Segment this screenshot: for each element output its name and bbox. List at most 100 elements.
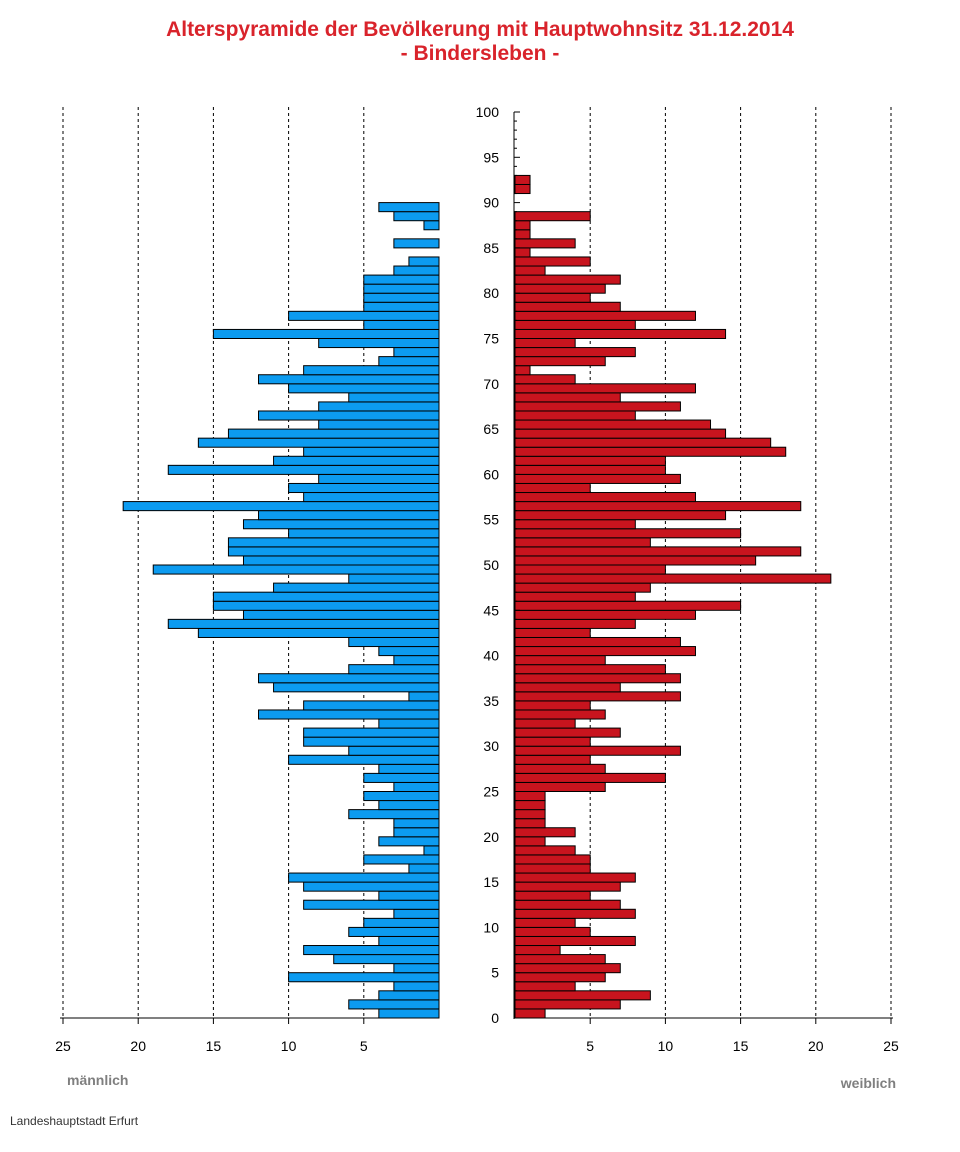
male-bar-age-81	[363, 274, 440, 285]
female-bar-age-69	[514, 383, 696, 394]
female-bar-age-10	[514, 917, 576, 928]
female-bar-age-41	[514, 636, 681, 648]
male-bar-age-53	[288, 528, 440, 539]
male-bar-age-19	[378, 836, 440, 847]
male-bar-age-63	[197, 437, 440, 448]
male-bar-age-33	[258, 709, 440, 720]
male-bar-age-20	[393, 827, 440, 838]
male-bar-age-16	[408, 863, 440, 874]
female-value-tick-label: 25	[883, 1038, 899, 1054]
female-bar-age-51	[514, 546, 802, 557]
male-bar-age-8	[378, 935, 440, 947]
male-bar-age-74	[318, 338, 440, 349]
female-bar-age-11	[514, 908, 636, 919]
female-bar-age-91	[514, 183, 531, 195]
age-tick-label: 20	[483, 829, 499, 845]
female-bar-age-18	[514, 845, 576, 856]
age-tick-label: 90	[483, 195, 499, 211]
female-bar-age-29	[514, 745, 681, 756]
female-bar-age-79	[514, 292, 591, 303]
age-tick-label: 85	[483, 240, 499, 256]
age-tick-label: 55	[483, 512, 499, 528]
age-tick-label: 75	[483, 331, 499, 347]
male-bar-age-5	[393, 963, 440, 974]
male-bar-age-56	[122, 501, 440, 512]
female-bar-age-30	[514, 736, 591, 747]
male-bar-age-89	[378, 202, 440, 213]
male-bar-age-38	[348, 664, 440, 675]
male-bar-age-30	[303, 736, 440, 747]
male-bar-age-58	[288, 482, 440, 494]
female-bar-age-44	[514, 609, 696, 620]
female-bar-age-40	[514, 646, 696, 657]
female-bar-age-2	[514, 990, 651, 1001]
female-bar-age-21	[514, 818, 546, 829]
male-bar-age-50	[242, 555, 440, 566]
male-value-tick-label: 20	[130, 1038, 146, 1054]
female-bar-age-3	[514, 981, 576, 992]
female-bar-age-55	[514, 510, 727, 521]
chart-subtitle: - Bindersleben -	[400, 42, 560, 65]
female-bar-age-16	[514, 863, 591, 874]
male-bar-age-14	[303, 881, 440, 892]
male-bar-age-48	[348, 573, 440, 584]
age-tick-label: 25	[483, 784, 499, 800]
male-bar-age-12	[303, 899, 440, 910]
male-bar-age-59	[318, 473, 440, 484]
female-bar-age-34	[514, 700, 591, 711]
female-bar-age-88	[514, 211, 591, 222]
male-bar-age-7	[303, 945, 440, 956]
male-bar-age-24	[363, 791, 440, 802]
female-bar-age-83	[514, 256, 591, 267]
male-bar-age-65	[318, 419, 440, 430]
male-bar-age-9	[348, 926, 440, 937]
age-tick-label: 10	[483, 919, 499, 935]
male-bar-age-28	[288, 754, 440, 765]
male-bar-age-3	[393, 981, 440, 992]
female-bar-age-53	[514, 528, 742, 539]
male-bar-age-15	[288, 872, 440, 883]
male-bar-age-73	[393, 347, 440, 358]
male-bar-age-85	[393, 238, 440, 249]
female-bar-age-92	[514, 174, 531, 185]
age-tick-label: 40	[483, 648, 499, 664]
male-bar-age-36	[273, 682, 440, 693]
female-value-tick-label: 15	[733, 1038, 749, 1054]
female-bar-age-31	[514, 727, 621, 738]
female-bar-age-86	[514, 229, 531, 240]
age-tick-label: 50	[483, 557, 499, 573]
male-bar-age-41	[348, 636, 440, 648]
male-bar-age-69	[288, 383, 440, 394]
male-bar-age-54	[242, 519, 440, 530]
female-bar-age-5	[514, 963, 621, 974]
male-bar-age-75	[212, 328, 440, 340]
age-tick-label: 35	[483, 693, 499, 709]
male-bar-age-82	[393, 265, 440, 276]
male-bar-age-49	[152, 564, 440, 575]
female-bar-age-22	[514, 809, 546, 820]
male-bar-age-72	[378, 356, 440, 367]
source-note: Landeshauptstadt Erfurt	[10, 1114, 139, 1128]
male-bar-age-71	[303, 365, 440, 376]
male-bar-age-4	[288, 972, 440, 983]
male-bar-age-83	[408, 256, 440, 267]
male-bar-age-68	[348, 392, 440, 403]
male-bar-age-6	[333, 954, 440, 965]
female-bar-age-17	[514, 854, 591, 865]
male-bar-age-46	[212, 591, 440, 602]
female-bar-age-6	[514, 954, 606, 965]
male-bar-age-2	[378, 990, 440, 1001]
female-bar-age-78	[514, 301, 621, 312]
female-bar-age-37	[514, 673, 681, 684]
female-bar-age-20	[514, 827, 576, 838]
female-bar-age-28	[514, 754, 591, 765]
female-value-tick-label: 5	[586, 1038, 594, 1054]
male-bar-age-51	[227, 546, 440, 557]
male-bar-age-60	[167, 464, 440, 475]
female-bar-age-81	[514, 274, 621, 285]
female-value-tick-label: 20	[808, 1038, 824, 1054]
female-bar-age-62	[514, 446, 787, 457]
age-tick-label: 80	[483, 285, 499, 301]
male-bar-age-22	[348, 809, 440, 820]
age-tick-label: 70	[483, 376, 499, 392]
